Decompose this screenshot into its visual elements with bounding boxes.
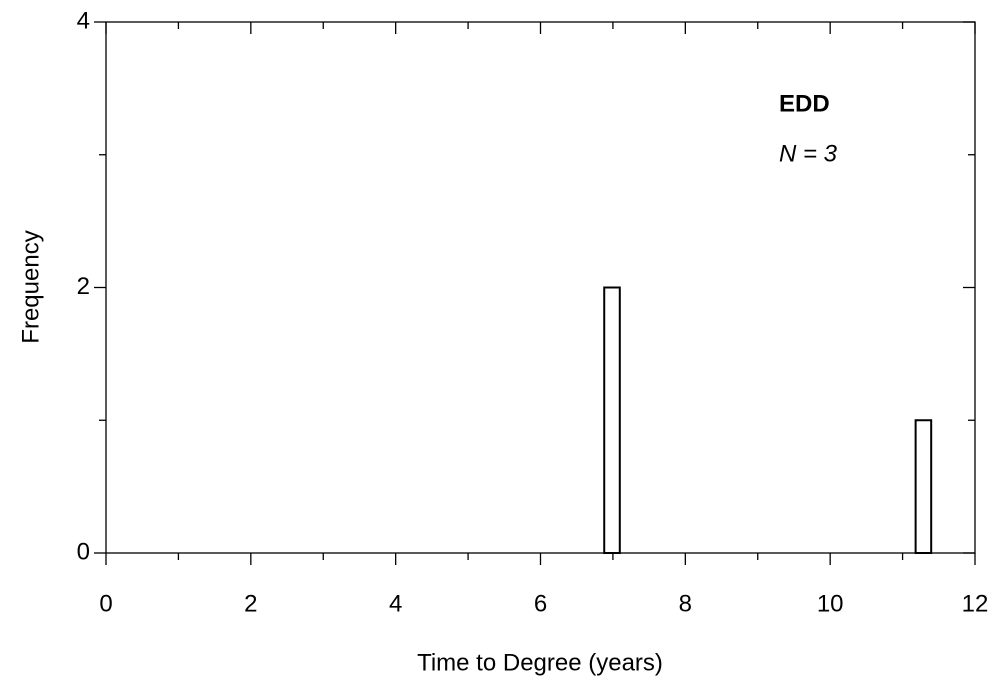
x-tick-label: 6 — [534, 590, 547, 617]
y-tick-label: 4 — [77, 7, 90, 34]
annotation: EDD — [779, 90, 830, 117]
plot-frame — [105, 21, 976, 554]
annotation: N = 3 — [779, 140, 838, 167]
bar — [914, 419, 933, 554]
y-tick-label: 2 — [77, 273, 90, 300]
x-tick-label: 4 — [389, 590, 402, 617]
x-tick-label: 8 — [679, 590, 692, 617]
y-axis-label: Frequency — [17, 230, 44, 343]
bar — [603, 286, 621, 554]
x-tick-label: 2 — [244, 590, 257, 617]
x-tick-label: 12 — [962, 590, 989, 617]
x-tick-label: 0 — [99, 590, 112, 617]
y-tick-label: 0 — [77, 538, 90, 565]
x-axis-label: Time to Degree (years) — [417, 649, 663, 676]
x-tick-label: 10 — [817, 590, 844, 617]
